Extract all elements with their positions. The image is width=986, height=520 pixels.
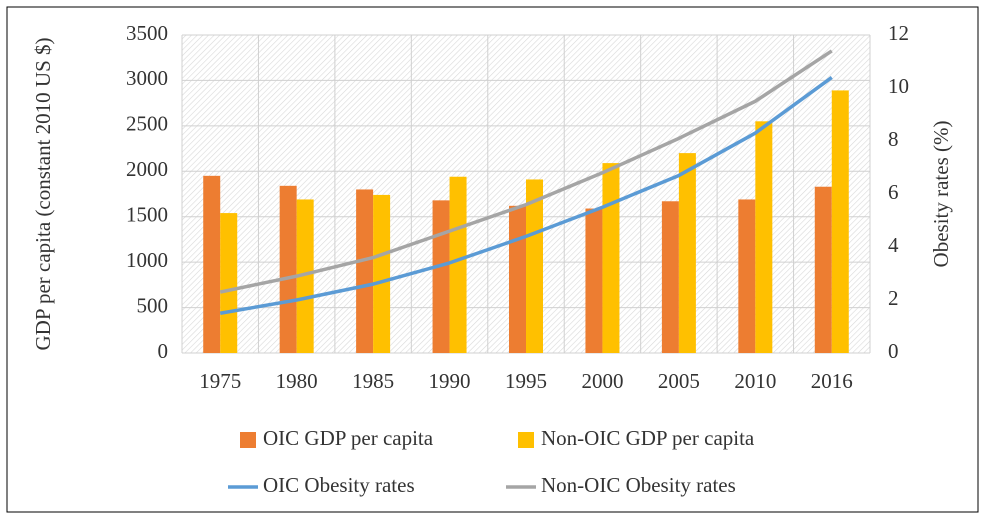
legend-label: OIC Obesity rates bbox=[263, 473, 415, 497]
line-series bbox=[219, 49, 833, 294]
bar bbox=[738, 199, 756, 353]
x-tick-label: 2010 bbox=[734, 369, 776, 393]
bar bbox=[356, 189, 374, 353]
bar bbox=[509, 205, 526, 353]
bar bbox=[279, 185, 297, 353]
bar bbox=[678, 153, 696, 353]
legend-label: OIC GDP per capita bbox=[263, 426, 434, 450]
y-tick-label: 1000 bbox=[126, 248, 168, 272]
y2-tick-label: 6 bbox=[888, 180, 899, 204]
bar bbox=[661, 201, 679, 353]
y2-axis-title: Obesity rates (%) bbox=[929, 121, 953, 268]
legend-label: Non-OIC Obesity rates bbox=[541, 473, 736, 497]
bar bbox=[296, 199, 314, 353]
x-tick-label: 2000 bbox=[581, 369, 623, 393]
y-tick-label: 2000 bbox=[126, 157, 168, 181]
bar bbox=[526, 179, 543, 353]
x-tick-label: 1985 bbox=[352, 369, 394, 393]
y2-tick-label: 4 bbox=[888, 233, 899, 257]
y-tick-label: 3500 bbox=[126, 21, 168, 45]
bar bbox=[449, 176, 467, 353]
bar bbox=[220, 213, 238, 353]
y-tick-label: 0 bbox=[158, 339, 169, 363]
y2-tick-label: 12 bbox=[888, 21, 909, 45]
x-tick-label: 1980 bbox=[276, 369, 318, 393]
bar bbox=[755, 121, 773, 353]
y2-tick-label: 8 bbox=[888, 127, 899, 151]
bar bbox=[602, 163, 620, 353]
bar bbox=[203, 175, 221, 353]
line-series bbox=[219, 75, 833, 315]
y-tick-label: 2500 bbox=[126, 112, 168, 136]
bar bbox=[432, 200, 450, 353]
x-tick-label: 2016 bbox=[811, 369, 853, 393]
y-tick-label: 1500 bbox=[126, 203, 168, 227]
x-tick-label: 1995 bbox=[505, 369, 547, 393]
y-axis-title: GDP per capita (constant 2010 US $) bbox=[31, 38, 55, 351]
legend-label: Non-OIC GDP per capita bbox=[541, 426, 755, 450]
y-tick-label: 500 bbox=[137, 293, 169, 317]
y2-tick-label: 0 bbox=[888, 339, 899, 363]
legend-swatch bbox=[240, 432, 256, 448]
bar bbox=[831, 90, 849, 354]
y2-tick-label: 2 bbox=[888, 286, 899, 310]
bar bbox=[814, 186, 832, 353]
x-tick-label: 1975 bbox=[199, 369, 241, 393]
legend-swatch bbox=[518, 432, 534, 448]
x-tick-label: 2005 bbox=[658, 369, 700, 393]
bar bbox=[373, 194, 391, 353]
x-tick-label: 1990 bbox=[429, 369, 471, 393]
y2-tick-label: 10 bbox=[888, 74, 909, 98]
y-tick-label: 3000 bbox=[126, 66, 168, 90]
bar bbox=[585, 208, 603, 353]
